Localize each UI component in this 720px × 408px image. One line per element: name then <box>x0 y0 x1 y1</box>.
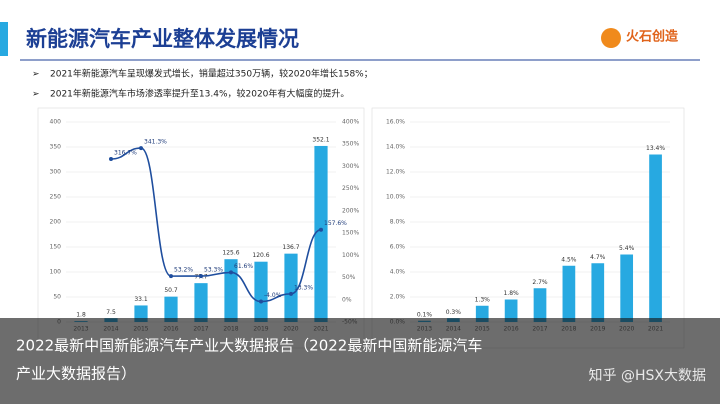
line-point <box>139 146 143 151</box>
y2-tick-label: 300% <box>342 163 359 170</box>
bar <box>504 299 518 322</box>
data-label: 7.5 <box>106 309 116 316</box>
y2-tick-label: 250% <box>342 185 359 192</box>
data-label: 4.5% <box>561 256 577 263</box>
y-tick-label: 50 <box>53 294 61 301</box>
bar <box>562 265 576 322</box>
y-tick-label: 14.0% <box>386 144 405 151</box>
line-point <box>199 274 203 279</box>
logo-icon <box>601 28 621 48</box>
bullet: 2021年新能源汽车市场渗透率提升至13.4%，较2020年有大幅度的提升。 <box>50 88 349 100</box>
line-point <box>169 274 173 279</box>
line-point <box>229 270 233 275</box>
y2-tick-label: 100% <box>342 252 359 259</box>
data-label: 0.1% <box>417 311 433 318</box>
caption-line: 产业大数据报告） <box>16 365 136 383</box>
y-tick-label: 10.0% <box>386 194 405 201</box>
data-label: 2.7% <box>532 279 548 286</box>
y2-tick-label: 50% <box>342 274 356 281</box>
line-label: 316.7% <box>114 150 137 157</box>
caption-line: 2022最新中国新能源汽车产业大数据报告（2022最新中国新能源汽车 <box>16 337 482 355</box>
data-label: 352.1 <box>312 136 329 143</box>
data-label: 4.7% <box>590 254 606 261</box>
y-tick-label: 400 <box>50 119 62 126</box>
bar <box>649 154 662 322</box>
y2-tick-label: 400% <box>342 119 359 126</box>
bar <box>284 253 298 322</box>
data-label: 13.4% <box>646 145 665 152</box>
y2-tick-label: 350% <box>342 141 359 148</box>
data-label: 0.3% <box>446 309 462 316</box>
y-tick-label: 6.0% <box>390 244 406 251</box>
bar <box>194 283 208 322</box>
line-point <box>289 291 293 296</box>
bar <box>224 259 238 322</box>
bar <box>254 261 268 322</box>
y2-tick-label: 200% <box>342 207 359 214</box>
data-label: 125.6 <box>222 250 239 257</box>
y-tick-label: 100 <box>50 269 62 276</box>
line-label: 61.6% <box>234 263 253 270</box>
y2-tick-label: 0% <box>342 296 352 303</box>
y-tick-label: 12.0% <box>386 169 405 176</box>
logo-text: 火石创造 <box>626 29 679 45</box>
data-label: 33.1 <box>134 296 148 303</box>
y-tick-label: 8.0% <box>390 219 406 226</box>
bar <box>620 254 634 322</box>
line-point <box>259 299 263 304</box>
data-label: 50.7 <box>164 287 178 294</box>
bar <box>314 145 328 322</box>
y-tick-label: 16.0% <box>386 119 405 126</box>
title-accent <box>0 22 8 56</box>
charts: 0501001502002503003504002013201420152016… <box>50 119 670 333</box>
line-label: 53.2% <box>174 267 193 274</box>
data-label: 5.4% <box>619 245 635 252</box>
line-label: 157.6% <box>324 220 347 227</box>
y-tick-label: 2.0% <box>390 294 406 301</box>
y2-tick-label: 150% <box>342 230 359 237</box>
bar <box>164 296 178 322</box>
line-label: 13.3% <box>294 284 313 291</box>
bullet-mark: ➢ <box>32 70 40 80</box>
bar <box>591 263 605 322</box>
slide-title: 新能源汽车产业整体发展情况 <box>26 27 299 51</box>
data-label: 1.8 <box>76 312 86 319</box>
y-tick-label: 300 <box>50 169 62 176</box>
data-label: 1.8% <box>503 290 519 297</box>
data-label: 120.6 <box>252 252 269 259</box>
bullet: 2021年新能源汽车呈现爆发式增长，销量超过350万辆，较2020年增长158%… <box>50 68 373 80</box>
bar <box>475 305 489 322</box>
line-label: 341.3% <box>144 139 167 146</box>
data-label: 1.3% <box>475 296 491 303</box>
watermark: 知乎 @HSX大数据 <box>589 367 706 384</box>
y-tick-label: 250 <box>50 194 62 201</box>
y-tick-label: 4.0% <box>390 269 406 276</box>
line-label: -4.0% <box>264 292 282 299</box>
caption-overlay <box>0 318 720 404</box>
y-tick-label: 200 <box>50 219 62 226</box>
line-label: 53.3% <box>204 267 223 274</box>
bar <box>134 305 148 322</box>
y-tick-label: 150 <box>50 244 62 251</box>
line-point <box>109 157 113 162</box>
data-label: 136.7 <box>282 244 299 251</box>
line-point <box>319 227 323 232</box>
bullet-mark: ➢ <box>32 90 40 100</box>
bar <box>533 288 547 322</box>
y-tick-label: 350 <box>50 144 62 151</box>
